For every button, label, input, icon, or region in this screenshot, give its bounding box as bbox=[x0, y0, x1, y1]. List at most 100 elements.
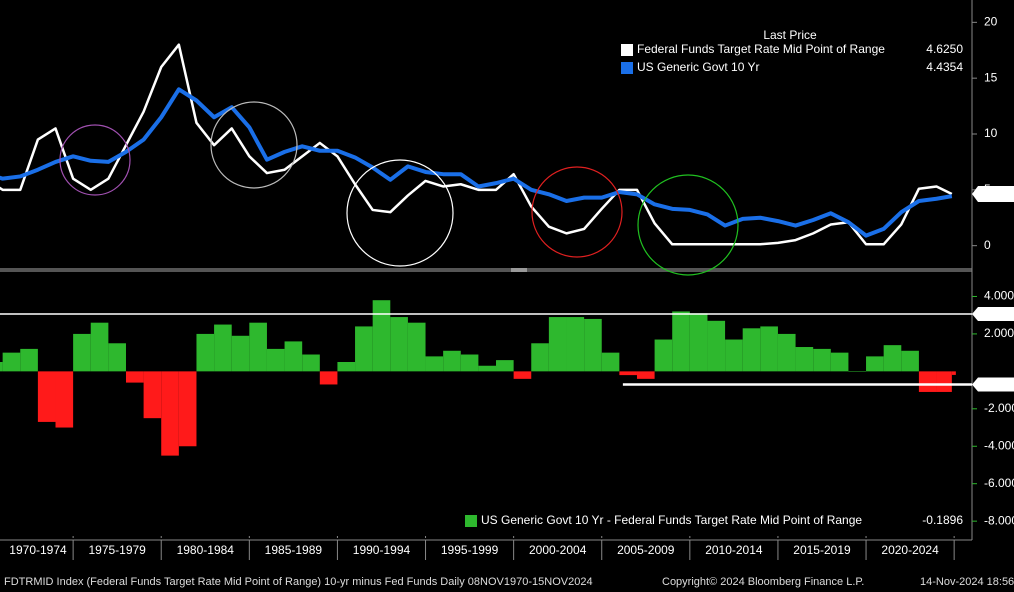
y-tick-label: -6.000 bbox=[984, 476, 1014, 490]
bottom-panel bbox=[0, 300, 956, 538]
spread-bar bbox=[496, 360, 514, 372]
spread-bar bbox=[813, 348, 831, 372]
footer-date: 14-Nov-2024 18:56 bbox=[920, 576, 1014, 588]
spread-bar bbox=[830, 352, 849, 372]
spread-bar bbox=[742, 328, 761, 372]
x-period-label: 2015-2019 bbox=[793, 543, 851, 557]
spread-bar bbox=[531, 343, 549, 372]
spread-bar bbox=[2, 352, 21, 372]
spread-bar bbox=[214, 324, 232, 372]
spread-bar bbox=[760, 326, 778, 372]
spread-bar bbox=[901, 350, 919, 372]
y-tick-label: 2.000 bbox=[984, 326, 1014, 340]
spread-bar bbox=[883, 345, 902, 372]
last-value-box bbox=[972, 186, 1014, 203]
spread-bar bbox=[672, 311, 690, 372]
spread-bar bbox=[795, 347, 814, 372]
spread-bar bbox=[37, 371, 56, 422]
spread-bar bbox=[231, 335, 250, 372]
spread-bar bbox=[513, 371, 532, 379]
spread-bar bbox=[619, 371, 637, 376]
legend-label: US Generic Govt 10 Yr bbox=[637, 60, 760, 74]
annotation-circle bbox=[346, 159, 454, 267]
legend-box bbox=[458, 511, 970, 531]
spread-bar bbox=[284, 341, 303, 372]
spread-bar bbox=[266, 348, 285, 372]
legend-swatch bbox=[621, 44, 633, 56]
legend-value: 4.6250 bbox=[926, 42, 963, 56]
annotation-circle bbox=[531, 166, 623, 258]
annotation-circles bbox=[59, 101, 739, 276]
y-tick-label: -8.000 bbox=[984, 513, 1014, 527]
reference-label: -0.7050 bbox=[980, 377, 1014, 391]
spread-bar bbox=[143, 371, 162, 419]
spread-bar bbox=[73, 333, 91, 372]
spread-bar bbox=[319, 371, 338, 385]
spread-bar bbox=[302, 354, 320, 372]
reference-label: 3.0620 bbox=[980, 306, 1014, 320]
legend-value: 4.4354 bbox=[926, 60, 963, 74]
spread-bar bbox=[636, 371, 655, 379]
spread-bar bbox=[918, 371, 937, 392]
x-period-label: 1970-1974 bbox=[9, 543, 67, 557]
spread-bar bbox=[55, 371, 74, 428]
legend-label: Federal Funds Target Rate Mid Point of R… bbox=[637, 42, 885, 56]
spread-bar bbox=[725, 339, 743, 372]
spread-bar bbox=[654, 339, 673, 372]
y-tick-label: 20 bbox=[984, 15, 998, 29]
series-line bbox=[0, 43, 953, 246]
footer-text: FDTRMID Index (Federal Funds Target Rate… bbox=[4, 576, 593, 588]
spread-bar bbox=[90, 322, 109, 372]
x-period-label: 1995-1999 bbox=[441, 543, 499, 557]
spread-bar bbox=[548, 317, 567, 372]
spread-bar bbox=[478, 365, 497, 372]
x-period-label: 1975-1979 bbox=[88, 543, 146, 557]
divider-handle bbox=[511, 268, 527, 272]
reference-box bbox=[972, 307, 1014, 322]
legend-value: -0.1896 bbox=[922, 513, 963, 527]
legend-swatch bbox=[465, 515, 477, 527]
spread-bar bbox=[20, 348, 38, 372]
legend-swatch bbox=[621, 62, 633, 74]
y-tick-label: -2.000 bbox=[984, 401, 1014, 415]
spread-bar bbox=[355, 326, 373, 372]
spread-bar bbox=[0, 362, 3, 372]
spread-bar bbox=[936, 371, 952, 392]
last-value-label: 4.6250 bbox=[981, 186, 1014, 200]
spread-bar bbox=[178, 371, 197, 447]
y-tick-label: -4.000 bbox=[984, 438, 1014, 452]
spread-bar bbox=[161, 371, 179, 456]
spread-bar bbox=[689, 313, 708, 372]
footer-copyright: Copyright© 2024 Bloomberg Finance L.P. bbox=[662, 576, 864, 588]
spread-bar bbox=[249, 322, 267, 372]
annotation-circle bbox=[637, 174, 739, 276]
x-period-label: 2010-2014 bbox=[705, 543, 763, 557]
y-tick-label: 15 bbox=[984, 70, 998, 84]
spread-bar bbox=[460, 354, 479, 372]
annotation-circle bbox=[210, 101, 298, 189]
spread-bar bbox=[707, 320, 726, 372]
legend-label: US Generic Govt 10 Yr - Federal Funds Ta… bbox=[481, 513, 862, 527]
y-tick-label: 10 bbox=[984, 126, 998, 140]
series-line bbox=[0, 87, 953, 238]
reference-box bbox=[972, 377, 1014, 392]
spread-bar bbox=[108, 343, 126, 372]
spread-bar bbox=[407, 322, 426, 372]
x-period-label: 2005-2009 bbox=[617, 543, 675, 557]
spread-bar bbox=[196, 333, 215, 372]
spread-bar bbox=[866, 356, 884, 372]
spread-bar bbox=[390, 317, 408, 372]
panel-divider bbox=[0, 268, 972, 272]
spread-bar bbox=[337, 362, 356, 372]
y-tick-label: 4.000 bbox=[984, 289, 1014, 303]
top-panel bbox=[0, 43, 953, 246]
spread-bar bbox=[372, 300, 391, 372]
spread-bar bbox=[848, 371, 867, 372]
spread-bar bbox=[125, 371, 144, 383]
x-period-label: 1985-1989 bbox=[265, 543, 323, 557]
legend-box bbox=[615, 25, 970, 79]
